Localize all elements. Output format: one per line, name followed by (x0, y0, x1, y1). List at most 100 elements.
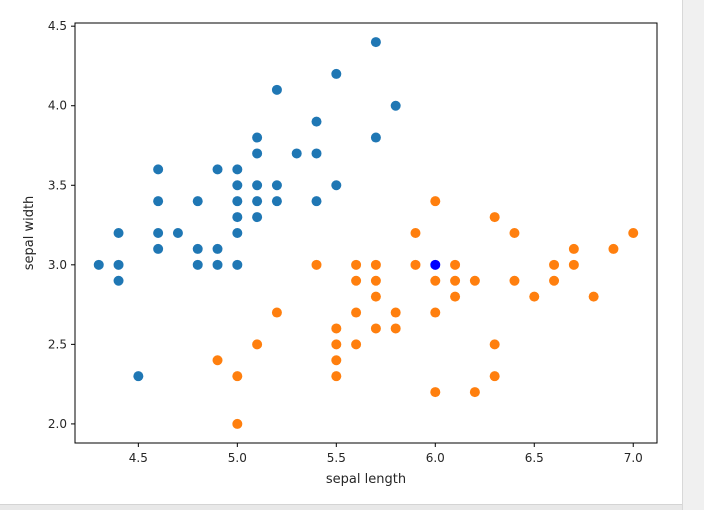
data-point-series-1 (212, 259, 223, 270)
data-point-series-3 (430, 259, 441, 270)
y-axis-ticks: 2.0 2.5 3.0 3.5 4.0 4.5 (48, 19, 75, 431)
x-tick-label: 5.0 (228, 451, 247, 465)
data-point-series-1 (232, 228, 243, 238)
data-point-series-2 (489, 212, 500, 223)
data-point-series-1 (311, 116, 322, 127)
data-point-series-2 (608, 243, 619, 254)
data-point-series-2 (430, 387, 441, 398)
vertical-scrollbar[interactable] (682, 0, 704, 510)
data-point-series-2 (588, 291, 599, 302)
data-point-series-2 (509, 228, 520, 238)
data-point-series-1 (271, 84, 282, 95)
data-point-series-2 (549, 259, 560, 270)
data-point-series-1 (390, 100, 401, 111)
x-tick-label: 6.0 (426, 451, 445, 465)
y-tick-label: 4.0 (48, 99, 67, 113)
data-point-series-2 (628, 228, 639, 238)
data-point-series-2 (430, 275, 441, 286)
data-point-series-1 (271, 196, 282, 207)
data-point-series-2 (568, 243, 579, 254)
x-axis-label: sepal length (326, 472, 406, 487)
data-point-series-2 (450, 291, 461, 302)
data-point-series-2 (271, 307, 282, 318)
data-point-series-2 (351, 339, 362, 350)
data-point-series-2 (390, 307, 401, 318)
x-tick-label: 7.0 (624, 451, 643, 465)
data-point-series-1 (212, 243, 223, 254)
data-point-series-1 (370, 37, 381, 48)
data-point-series-1 (252, 212, 263, 223)
data-point-series-1 (331, 68, 342, 79)
data-point-series-2 (489, 371, 500, 382)
data-point-series-2 (370, 291, 381, 302)
y-tick-label: 3.5 (48, 178, 67, 192)
x-tick-label: 5.5 (327, 451, 346, 465)
data-point-series-2 (370, 323, 381, 334)
data-point-series-1 (252, 132, 263, 143)
data-point-series-1 (153, 243, 164, 254)
data-point-series-1 (133, 371, 144, 382)
data-point-series-1 (271, 180, 282, 191)
data-point-series-2 (430, 307, 441, 318)
data-point-series-1 (232, 164, 243, 175)
data-point-series-2 (469, 275, 480, 286)
data-point-series-1 (192, 196, 203, 207)
data-point-series-1 (232, 212, 243, 223)
figure-canvas: 4.5 5.0 5.5 6.0 6.5 7.0 2.0 2.5 3.0 3.5 4.0 4.5 se… (0, 0, 682, 504)
data-point-series-2 (509, 275, 520, 286)
data-point-series-2 (370, 275, 381, 286)
x-axis-ticks: 4.5 5.0 5.5 6.0 6.5 7.0 (129, 443, 643, 465)
data-point-series-2 (232, 371, 243, 382)
data-point-series-2 (351, 307, 362, 318)
points-layer (93, 37, 639, 429)
data-point-series-2 (390, 323, 401, 334)
y-tick-label: 2.5 (48, 337, 67, 351)
data-point-series-2 (311, 259, 322, 270)
data-point-series-1 (93, 259, 104, 270)
data-point-series-1 (153, 196, 164, 207)
data-point-series-1 (113, 228, 124, 238)
data-point-series-2 (331, 355, 342, 366)
y-tick-label: 4.5 (48, 19, 67, 33)
data-point-series-1 (291, 148, 302, 159)
data-point-series-2 (469, 387, 480, 398)
data-point-series-1 (252, 148, 263, 159)
data-point-series-2 (351, 275, 362, 286)
data-point-series-2 (331, 339, 342, 350)
data-point-series-2 (450, 259, 461, 270)
data-point-series-2 (351, 259, 362, 270)
data-point-series-1 (370, 132, 381, 143)
data-point-series-1 (311, 148, 322, 159)
data-point-series-1 (192, 243, 203, 254)
data-point-series-1 (252, 180, 263, 191)
data-point-series-1 (113, 275, 124, 286)
data-point-series-2 (252, 339, 263, 350)
data-point-series-2 (331, 371, 342, 382)
data-point-series-1 (232, 180, 243, 191)
data-point-series-1 (113, 259, 124, 270)
data-point-series-1 (311, 196, 322, 207)
data-point-series-2 (568, 259, 579, 270)
data-point-series-1 (331, 180, 342, 191)
scatter-chart: 4.5 5.0 5.5 6.0 6.5 7.0 2.0 2.5 3.0 3.5 4.0 4.5 se… (22, 19, 658, 487)
data-point-series-1 (153, 164, 164, 175)
data-point-series-2 (410, 228, 421, 238)
data-point-series-1 (153, 228, 164, 238)
y-tick-label: 3.0 (48, 258, 67, 272)
data-point-series-2 (549, 275, 560, 286)
data-point-series-2 (489, 339, 500, 350)
data-point-series-2 (232, 418, 243, 429)
data-point-series-1 (172, 228, 183, 238)
horizontal-scrollbar[interactable] (0, 504, 682, 510)
x-tick-label: 4.5 (129, 451, 148, 465)
data-point-series-2 (410, 259, 421, 270)
data-point-series-2 (529, 291, 540, 302)
y-axis-label: sepal width (22, 196, 37, 271)
data-point-series-1 (192, 259, 203, 270)
data-point-series-1 (232, 196, 243, 207)
data-point-series-2 (331, 323, 342, 334)
y-tick-label: 2.0 (48, 417, 67, 431)
data-point-series-2 (430, 196, 441, 207)
data-point-series-1 (232, 259, 243, 270)
x-tick-label: 6.5 (525, 451, 544, 465)
